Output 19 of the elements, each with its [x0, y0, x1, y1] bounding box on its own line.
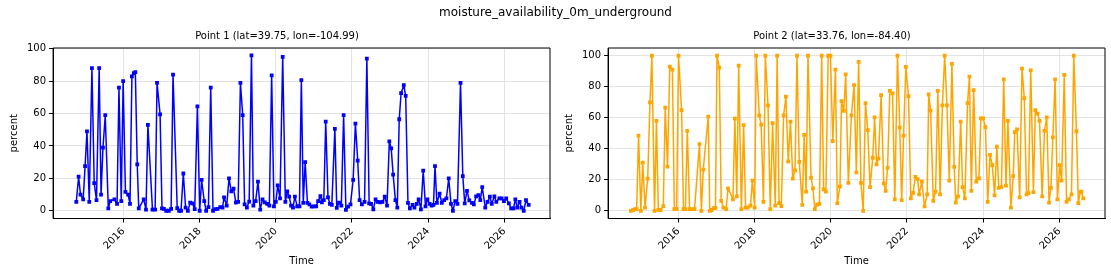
y-axis-title: percent [562, 114, 574, 153]
y-tick-label: 100 [581, 49, 602, 61]
y-tick-label: 20 [33, 171, 47, 183]
y-tick-label: 80 [588, 80, 602, 92]
y-axis-title: percent [7, 114, 19, 153]
text: moisture_availability_0m_underground [438, 5, 673, 19]
y-tick-label: 100 [26, 42, 47, 54]
y-tick-label: 40 [588, 142, 602, 154]
y-tick-label: 60 [588, 111, 602, 123]
chart-title: Point 2 (lat=33.76, lon=-84.40) [753, 29, 911, 41]
y-tick-label: 40 [33, 139, 47, 151]
y-tick-label: 80 [33, 74, 47, 86]
y-tick-label: 20 [588, 173, 602, 185]
y-tick-label: 0 [39, 204, 47, 216]
x-axis-title: Time [843, 254, 869, 266]
chart-title: Point 1 (lat=39.75, lon=-104.99) [195, 29, 359, 41]
y-tick-label: 60 [33, 107, 47, 119]
x-axis-title: Time [288, 254, 314, 266]
y-tick-label: 0 [594, 204, 602, 216]
